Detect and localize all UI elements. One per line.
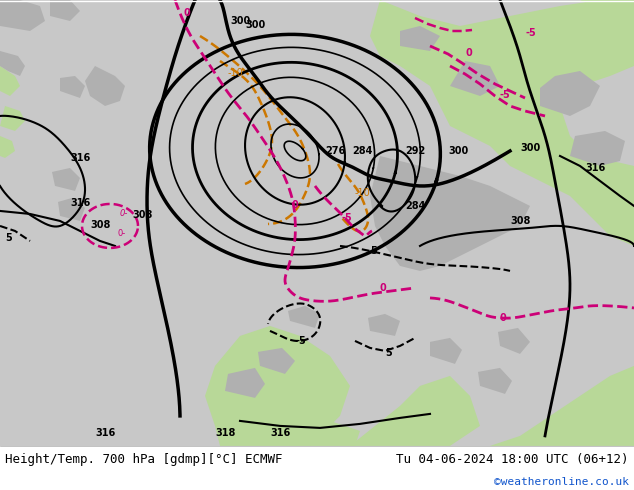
Text: Tu 04-06-2024 18:00 UTC (06+12): Tu 04-06-2024 18:00 UTC (06+12): [396, 453, 629, 466]
Text: 300: 300: [230, 16, 250, 26]
Polygon shape: [490, 366, 634, 446]
Polygon shape: [368, 314, 400, 336]
Polygon shape: [58, 198, 85, 221]
Polygon shape: [0, 106, 25, 131]
Polygon shape: [60, 76, 85, 98]
Text: 308: 308: [132, 210, 152, 220]
Text: 300: 300: [245, 20, 265, 30]
Polygon shape: [498, 328, 530, 354]
Polygon shape: [0, 66, 20, 96]
Text: -5: -5: [342, 213, 353, 223]
Text: 316: 316: [70, 198, 90, 208]
Polygon shape: [570, 131, 625, 166]
Text: 284: 284: [352, 146, 372, 156]
Text: 5: 5: [370, 246, 377, 256]
Text: 0-: 0-: [118, 229, 126, 238]
Polygon shape: [205, 326, 350, 446]
Polygon shape: [370, 0, 634, 246]
Text: 318: 318: [215, 428, 235, 438]
Polygon shape: [52, 168, 80, 191]
Text: 308: 308: [510, 216, 531, 226]
Text: 308: 308: [90, 220, 110, 230]
Text: -10: -10: [227, 68, 243, 78]
Polygon shape: [0, 51, 25, 76]
Text: 0: 0: [500, 313, 507, 323]
Text: -10: -10: [354, 188, 370, 198]
Polygon shape: [350, 376, 480, 446]
Text: 0: 0: [380, 283, 387, 293]
Polygon shape: [0, 136, 15, 158]
Text: 284: 284: [405, 201, 425, 211]
Text: 300: 300: [448, 146, 469, 156]
Text: 0: 0: [292, 200, 299, 210]
Polygon shape: [540, 71, 600, 116]
Text: 316: 316: [585, 163, 605, 173]
Polygon shape: [400, 26, 440, 51]
Text: -5: -5: [500, 90, 511, 100]
Text: 5: 5: [5, 233, 12, 243]
Text: 316: 316: [70, 153, 90, 163]
Text: 300: 300: [520, 143, 540, 153]
Polygon shape: [0, 0, 45, 31]
Text: 0: 0: [465, 48, 472, 58]
Text: 5: 5: [385, 348, 392, 358]
Polygon shape: [450, 61, 500, 96]
Text: -5: -5: [525, 28, 536, 38]
Text: 292: 292: [405, 146, 425, 156]
Text: 276: 276: [325, 146, 346, 156]
Text: -5: -5: [295, 336, 306, 346]
Text: 316: 316: [270, 428, 290, 438]
Text: 0: 0: [183, 8, 190, 18]
Polygon shape: [580, 0, 634, 26]
Polygon shape: [310, 421, 360, 446]
Polygon shape: [85, 66, 125, 106]
Polygon shape: [50, 0, 80, 21]
Text: ©weatheronline.co.uk: ©weatheronline.co.uk: [494, 477, 629, 487]
Polygon shape: [370, 156, 530, 271]
Polygon shape: [225, 368, 265, 398]
Polygon shape: [430, 338, 462, 364]
Polygon shape: [288, 306, 320, 328]
Polygon shape: [258, 348, 295, 374]
Text: 0-: 0-: [120, 209, 128, 218]
Text: Height/Temp. 700 hPa [gdmp][°C] ECMWF: Height/Temp. 700 hPa [gdmp][°C] ECMWF: [5, 453, 283, 466]
Polygon shape: [478, 368, 512, 394]
Text: 316: 316: [95, 428, 115, 438]
